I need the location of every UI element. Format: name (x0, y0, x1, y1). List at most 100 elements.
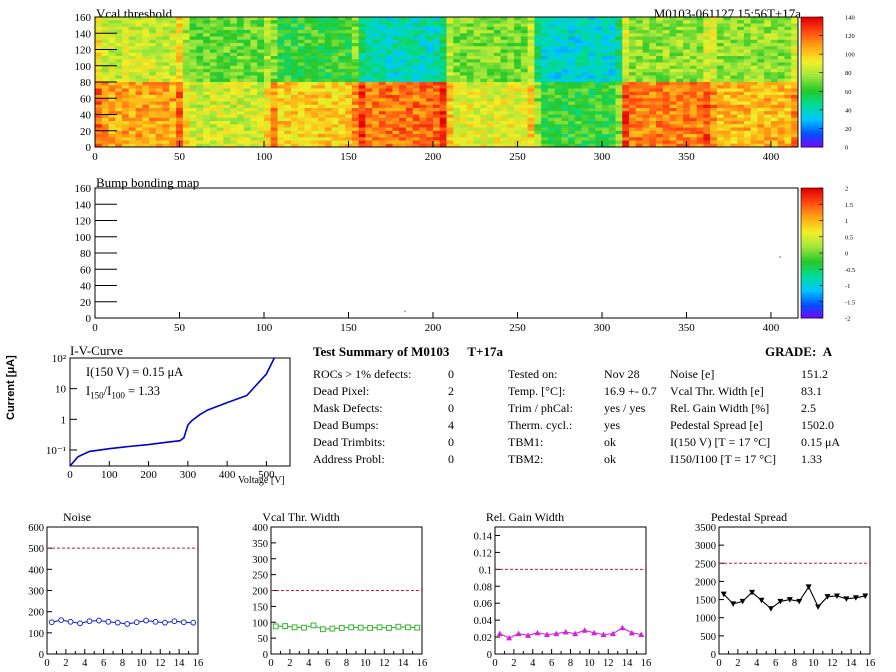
summary-row: Dead Bumps: 4 (313, 418, 454, 435)
x-tick-label: 150 (340, 322, 357, 334)
data-point (86, 618, 93, 625)
summary-row: Pedestal Spread [e] 1502.0 (670, 418, 871, 435)
data-point (619, 624, 626, 631)
x-tick-label: 200 (425, 322, 442, 334)
summary-right-column: Noise [e] 151.2 Vcal Thr. Width [e] 83.1 Rel… (670, 367, 871, 469)
summary-label: ROCs > 1% defects: (313, 367, 412, 381)
x-tick-label: 16 (193, 658, 204, 669)
data-point (720, 591, 727, 598)
data-point (67, 618, 74, 625)
summary-label: I(150 V) [T = 17 °C] (670, 435, 771, 449)
y-tick-label: 1000 (695, 614, 716, 625)
y-tick-label: 500 (700, 632, 716, 643)
summary-value: 0 (448, 452, 454, 466)
x-tick-label: 4 (82, 658, 88, 669)
summary-value: 1502.0 (801, 418, 834, 432)
data-point (114, 619, 121, 626)
x-tick-label: 10 (808, 658, 819, 669)
summary-label: TBM2: (508, 452, 544, 466)
y-tick-label: 40 (80, 110, 92, 122)
x-tick-label: 0 (492, 658, 497, 669)
y-tick-label: 60 (80, 264, 92, 276)
data-point (282, 623, 289, 629)
dead-bumps (404, 189, 800, 316)
summary-row: Vcal Thr. Width [e] 83.1 (670, 384, 871, 401)
data-point (143, 617, 149, 624)
x-tick-label: 50 (174, 322, 186, 334)
dead-bump-mark (404, 310, 406, 313)
bump-map-title: Bump bonding map (96, 175, 200, 190)
data-point (496, 630, 503, 637)
chart-title: Noise (63, 510, 91, 524)
y-tick-label: 0 (263, 650, 268, 661)
x-tick-label: 100 (256, 322, 273, 334)
series-line (275, 624, 418, 630)
data-point (404, 624, 411, 631)
data-point (367, 625, 373, 631)
y-tick-label: 0 (86, 142, 92, 154)
y-tick-label: 0 (39, 650, 44, 661)
palette-tick-label: -2 (845, 316, 850, 323)
data-point (534, 629, 541, 636)
series-line (51, 619, 194, 625)
summary-value: 16.9 +- 0.7 (604, 384, 657, 398)
y-tick-label: 0 (487, 650, 492, 661)
data-point (553, 630, 560, 637)
data-point (638, 631, 645, 638)
y-tick-label: 1500 (695, 596, 716, 607)
summary-label: Dead Bumps: (313, 418, 379, 432)
summary-value: 4 (448, 418, 454, 432)
heatmap-cells (95, 17, 799, 148)
data-point (628, 629, 635, 636)
iv-curve-line (69, 357, 276, 467)
x-tick-label: 6 (549, 658, 554, 669)
x-tick-label: 200 (425, 151, 442, 163)
data-point (600, 631, 607, 638)
y-tick-label: 100 (28, 629, 44, 640)
data-point (749, 589, 756, 596)
data-point (105, 618, 112, 625)
summary-row: Dead Pixel: 2 (313, 384, 454, 401)
x-tick-label: 8 (792, 658, 797, 669)
iv-y-tick-label: 1 (61, 414, 67, 426)
data-point (833, 593, 840, 599)
data-point (376, 624, 383, 631)
summary-row: Dead Trimbits: 0 (313, 435, 454, 452)
data-point (581, 627, 588, 633)
y-tick-label: 0.14 (474, 531, 493, 542)
summary-row: Address Probl: 0 (313, 452, 454, 469)
data-point (320, 626, 326, 633)
data-point (48, 619, 55, 626)
summary-value: ok (604, 452, 616, 466)
x-tick-label: 250 (509, 151, 526, 163)
summary-value: 83.1 (801, 384, 822, 398)
data-point (357, 624, 364, 631)
data-point (152, 618, 159, 625)
x-tick-label: 0 (92, 151, 98, 163)
x-tick-label: 6 (325, 658, 330, 669)
summary-left-column: ROCs > 1% defects: 0 Dead Pixel: 2 Mask Defe… (313, 367, 454, 469)
x-tick-label: 0 (716, 658, 721, 669)
chart-title: Pedestal Spread (711, 510, 787, 524)
summary-row: Mask Defects: 0 (313, 401, 454, 418)
data-point (162, 619, 168, 626)
iv-x-tick-label: 0 (67, 469, 73, 481)
iv-title: I-V-Curve (70, 343, 123, 358)
summary-row: Rel. Gain Width [%] 2.5 (670, 401, 871, 418)
palette-tick-label: 120 (845, 33, 855, 40)
data-point (133, 619, 140, 626)
summary-row: ROCs > 1% defects: 0 (313, 367, 454, 384)
iv-x-tick-label: 100 (101, 469, 118, 481)
x-tick-label: 2 (735, 658, 740, 669)
palette-tick-label: 1.5 (845, 202, 853, 209)
x-tick-label: 12 (155, 658, 166, 669)
x-tick-label: 0 (44, 658, 49, 669)
series-line (499, 627, 642, 639)
data-point (96, 617, 102, 624)
summary-value: 1.33 (801, 452, 822, 466)
y-tick-label: 120 (75, 45, 92, 57)
data-point (562, 628, 569, 635)
iv-annotation-current: I(150 V) = 0.15 μA (86, 365, 184, 379)
summary-value: 0 (448, 401, 454, 415)
summary-value: 2 (448, 384, 454, 398)
